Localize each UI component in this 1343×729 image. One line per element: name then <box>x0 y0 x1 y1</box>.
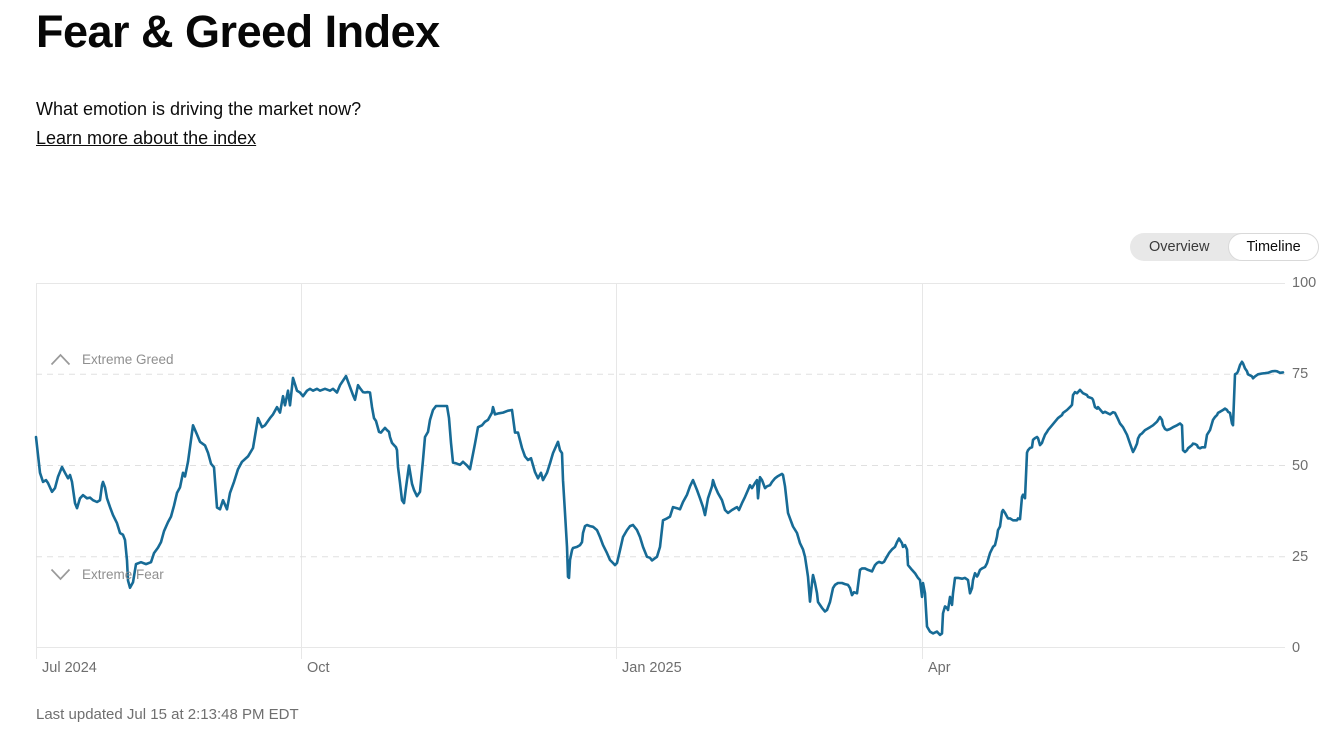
x-axis-label: Oct <box>307 660 330 676</box>
learn-more-link[interactable]: Learn more about the index <box>36 128 257 148</box>
x-axis-label: Jul 2024 <box>42 660 97 676</box>
y-axis-label: 50 <box>1292 457 1309 474</box>
timeline-chart: Extreme Greed Extreme Fear 100 75 50 25 0 Ju… <box>34 275 1343 693</box>
page-title: Fear & Greed Index <box>36 6 440 57</box>
timeline-chart-canvas[interactable] <box>34 283 1285 660</box>
x-axis-label: Jan 2025 <box>622 660 682 676</box>
y-axis-label: 75 <box>1292 366 1309 383</box>
extreme-fear-annotation: Extreme Fear <box>50 567 164 582</box>
extreme-fear-label: Extreme Fear <box>82 567 164 582</box>
fear-greed-index-line[interactable] <box>34 360 1285 637</box>
chevron-up-icon <box>50 353 71 366</box>
toggle-option-overview[interactable]: Overview <box>1130 233 1228 261</box>
page-subtitle: What emotion is driving the market now? <box>36 99 362 119</box>
extreme-greed-annotation: Extreme Greed <box>50 352 174 367</box>
y-axis-label: 100 <box>1292 275 1317 291</box>
last-updated: Last updated Jul 15 at 2:13:48 PM EDT <box>36 706 299 723</box>
toggle-option-timeline[interactable]: Timeline <box>1228 233 1319 261</box>
x-axis-label: Apr <box>928 660 951 676</box>
extreme-greed-label: Extreme Greed <box>82 352 174 367</box>
view-toggle: Overview Timeline <box>1130 233 1319 261</box>
y-axis-label: 25 <box>1292 548 1309 565</box>
y-axis-label: 0 <box>1292 640 1301 656</box>
chevron-down-icon <box>50 568 71 581</box>
